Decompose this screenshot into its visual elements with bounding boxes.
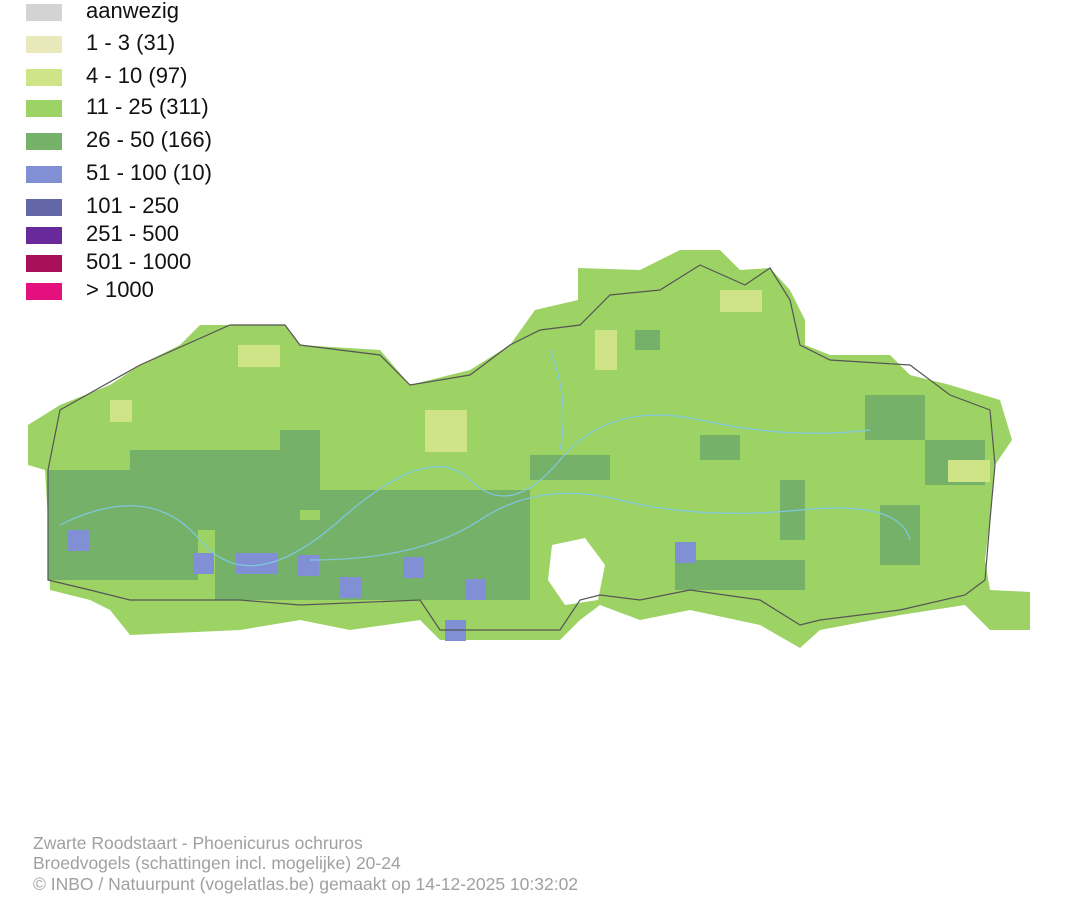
blue-squares — [68, 530, 696, 641]
patch — [425, 410, 467, 452]
patch — [948, 460, 990, 482]
legend-label: 101 - 250 — [86, 193, 179, 218]
patch — [700, 435, 740, 460]
patch — [595, 330, 617, 370]
footer-line: © INBO / Natuurpunt (vogelatlas.be) gema… — [33, 874, 578, 894]
legend-swatch — [26, 133, 62, 150]
legend-swatch — [26, 100, 62, 117]
patch — [280, 430, 320, 510]
patch — [720, 290, 762, 312]
legend-label: 4 - 10 (97) — [86, 63, 188, 88]
legend-label: 501 - 1000 — [86, 249, 191, 274]
river — [309, 492, 911, 561]
patch — [675, 560, 805, 590]
square — [236, 553, 278, 574]
river — [59, 414, 871, 567]
rivers — [59, 349, 911, 567]
patch — [865, 395, 925, 440]
square — [298, 555, 319, 576]
legend-swatch — [26, 4, 62, 21]
patch — [110, 400, 132, 422]
legend-label: aanwezig — [86, 0, 179, 23]
footer-line: Broedvogels (schattingen incl. mogelijke… — [33, 853, 401, 873]
patch — [635, 330, 660, 350]
legend-swatch — [26, 255, 62, 272]
legend-label: > 1000 — [86, 277, 154, 302]
legend-swatch — [26, 166, 62, 183]
legend-label: 11 - 25 (311) — [86, 94, 209, 119]
patch — [238, 345, 280, 367]
legend-swatch — [26, 69, 62, 86]
legend-swatch — [26, 227, 62, 244]
footer-line: Zwarte Roodstaart - Phoenicurus ochruros — [33, 833, 363, 853]
square — [675, 542, 696, 563]
region-border — [47, 264, 996, 631]
square — [403, 557, 424, 578]
hole — [548, 538, 605, 605]
legend-swatch — [26, 199, 62, 216]
square — [340, 577, 361, 598]
square — [465, 579, 486, 600]
river — [549, 349, 564, 451]
square — [193, 553, 214, 574]
footer: Zwarte Roodstaart - Phoenicurus ochruros… — [33, 833, 578, 894]
patch — [880, 505, 920, 565]
legend-label: 251 - 500 — [86, 221, 179, 246]
map-area — [28, 250, 1030, 648]
legend-swatch — [26, 283, 62, 300]
square — [68, 530, 89, 551]
legend-swatch — [26, 36, 62, 53]
legend-label: 1 - 3 (31) — [86, 30, 175, 55]
legend-label: 51 - 100 (10) — [86, 160, 212, 185]
light-patches — [110, 290, 990, 482]
legend: aanwezig 1 - 3 (31) 4 - 10 (97) 11 - 25 (31… — [26, 0, 212, 302]
patch — [130, 450, 300, 530]
patch — [530, 455, 610, 480]
legend-label: 26 - 50 (166) — [86, 127, 212, 152]
